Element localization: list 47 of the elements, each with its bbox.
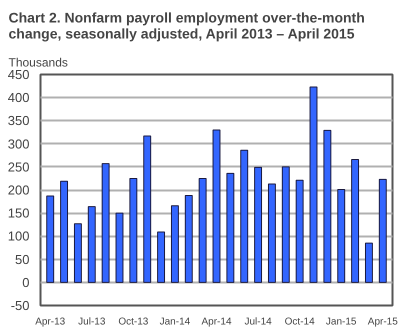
bar xyxy=(351,159,360,283)
bar xyxy=(310,86,318,283)
bar xyxy=(74,223,82,283)
bar xyxy=(143,135,152,283)
x-tick-label: Apr-13 xyxy=(35,316,66,328)
y-tick-label: 0 xyxy=(22,274,30,290)
y-tick-label: 350 xyxy=(8,113,30,128)
bar xyxy=(337,189,346,283)
bar xyxy=(102,163,110,283)
bar xyxy=(46,196,54,283)
y-axis-title: Thousands xyxy=(8,56,68,70)
bar xyxy=(184,195,193,283)
x-tick-label: Oct-13 xyxy=(118,316,149,328)
bar xyxy=(60,180,68,283)
bar xyxy=(240,150,248,283)
x-tick-label: Apr-14 xyxy=(201,316,232,328)
y-tick-label: -50 xyxy=(10,298,30,313)
x-tick-label: Jul-14 xyxy=(244,316,272,328)
bar xyxy=(364,242,373,283)
y-tick-label: 300 xyxy=(8,136,30,152)
x-tick-label: Jan-14 xyxy=(160,316,191,328)
y-tick-label: 200 xyxy=(8,182,30,198)
bar xyxy=(88,206,96,283)
bar xyxy=(212,129,220,283)
x-tick-label: Jul-13 xyxy=(78,316,106,328)
bar xyxy=(116,212,124,283)
bar xyxy=(254,166,262,283)
bar xyxy=(170,205,179,283)
bar xyxy=(226,172,234,283)
y-tick-label: 250 xyxy=(8,159,30,174)
bar xyxy=(282,166,290,283)
bar xyxy=(296,180,304,283)
y-tick-label: 400 xyxy=(8,90,30,106)
y-tick-label: 150 xyxy=(8,206,30,221)
y-tick-label: 50 xyxy=(15,252,30,267)
x-tick-label: Apr-15 xyxy=(368,316,398,328)
bar xyxy=(157,232,166,283)
chart-title: Chart 2. Nonfarm payroll employment over-the-month change, seasonally adjusted, April 2013 – April 2015 xyxy=(8,10,365,42)
bar xyxy=(268,183,276,283)
x-tick-label: Jan-15 xyxy=(326,316,357,328)
y-tick-label: 100 xyxy=(8,228,30,244)
bar xyxy=(378,178,387,283)
x-tick-label: Oct-14 xyxy=(284,316,316,328)
bar xyxy=(129,178,138,283)
bar xyxy=(323,130,332,283)
bar xyxy=(198,178,207,283)
y-tick-label: 450 xyxy=(8,67,30,82)
